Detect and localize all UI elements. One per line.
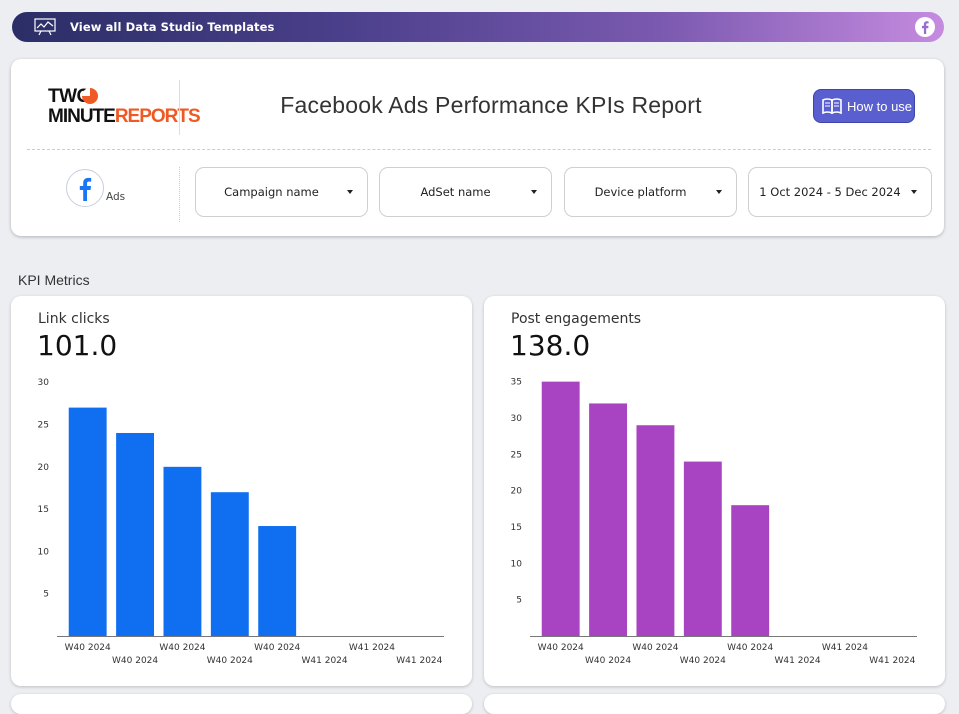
x-tick-label: W40 2024 [680,656,726,666]
chart-title: Post engagements [511,311,642,327]
x-tick-label: W40 2024 [585,656,631,666]
bar[interactable] [636,425,675,636]
caret-down-icon [347,190,353,194]
book-icon [822,98,842,115]
divider [179,167,181,222]
link-clicks-chart-card: Link clicks 101.0 5 10 15 20 25 30 W40 2024 W40… [11,296,472,686]
y-tick-label: 15 [38,505,49,515]
report-header: TWO MINUTEREPORTS Facebook Ads Performan… [11,59,944,236]
templates-banner[interactable]: View all Data Studio Templates [12,12,944,42]
device-platform-filter[interactable]: Device platform [564,167,737,217]
filter-label: Device platform [594,185,687,199]
x-tick-label: W40 2024 [159,643,205,653]
y-tick-label: 30 [38,378,50,388]
x-tick-label: W41 2024 [302,656,348,666]
data-source-badge: Ads [66,169,146,219]
two-minute-reports-logo[interactable]: TWO MINUTEREPORTS [48,86,201,127]
logo-mark [82,88,98,104]
x-tick-label: W40 2024 [207,656,253,666]
y-tick-label: 25 [38,421,49,431]
x-tick-label: W40 2024 [112,656,158,666]
x-tick-label: W41 2024 [349,643,395,653]
y-tick-label: 25 [511,450,522,460]
filter-label: AdSet name [420,185,491,199]
bar[interactable] [116,432,155,636]
facebook-logo-icon [66,169,104,207]
logo-line2a: MINUTE [48,106,116,127]
divider [179,80,180,135]
facebook-icon[interactable] [914,16,936,38]
banner-label[interactable]: View all Data Studio Templates [70,20,275,34]
y-tick-label: 5 [516,596,522,606]
date-range-picker[interactable]: 1 Oct 2024 - 5 Dec 2024 [748,167,932,217]
chart-board-icon [34,18,56,36]
scorecard-value: 138.0 [510,329,591,362]
y-tick-label: 5 [43,590,49,600]
y-tick-label: 10 [511,559,523,569]
y-tick-label: 30 [511,414,523,424]
logo-line2b: REPORTS [114,106,201,127]
campaign-name-filter[interactable]: Campaign name [195,167,368,217]
post-engagements-chart-card: Post engagements 138.0 5 10 15 20 25 30 35 W40 … [484,296,945,686]
adset-name-filter[interactable]: AdSet name [379,167,552,217]
source-label: Ads [106,191,126,203]
x-tick-label: W40 2024 [65,643,111,653]
how-to-use-label: How to use [847,98,913,114]
x-tick-label: W41 2024 [869,656,915,666]
chart-title: Link clicks [38,311,110,327]
bar[interactable] [589,403,628,636]
y-tick-label: 15 [511,523,522,533]
bar[interactable] [258,526,297,636]
date-range-label: 1 Oct 2024 - 5 Dec 2024 [759,185,901,199]
caret-down-icon [531,190,537,194]
y-tick-label: 10 [38,547,50,557]
how-to-use-button[interactable]: How to use [813,89,915,123]
caret-down-icon [911,190,917,194]
bar[interactable] [731,505,770,636]
caret-down-icon [716,190,722,194]
logo-line2: MINUTEREPORTS [48,106,201,127]
x-tick-label: W40 2024 [254,643,300,653]
bar[interactable] [683,461,722,636]
y-tick-label: 20 [511,487,523,497]
bar[interactable] [541,381,580,636]
bar[interactable] [210,492,249,636]
section-title: KPI Metrics [18,272,90,288]
x-tick-label: W40 2024 [538,643,584,653]
x-tick-label: W40 2024 [727,643,773,653]
next-card [484,694,945,714]
y-tick-label: 20 [38,463,50,473]
next-card [11,694,472,714]
x-tick-label: W40 2024 [632,643,678,653]
x-tick-label: W41 2024 [775,656,821,666]
scorecard-value: 101.0 [37,329,118,362]
dashed-divider [27,149,931,150]
x-tick-label: W41 2024 [822,643,868,653]
filter-label: Campaign name [224,185,319,199]
y-tick-label: 35 [511,378,522,388]
bar[interactable] [163,466,202,636]
bar[interactable] [68,407,107,636]
page-title: Facebook Ads Performance KPIs Report [280,92,702,118]
logo-line1: TWO [48,86,91,107]
x-tick-label: W41 2024 [396,656,442,666]
